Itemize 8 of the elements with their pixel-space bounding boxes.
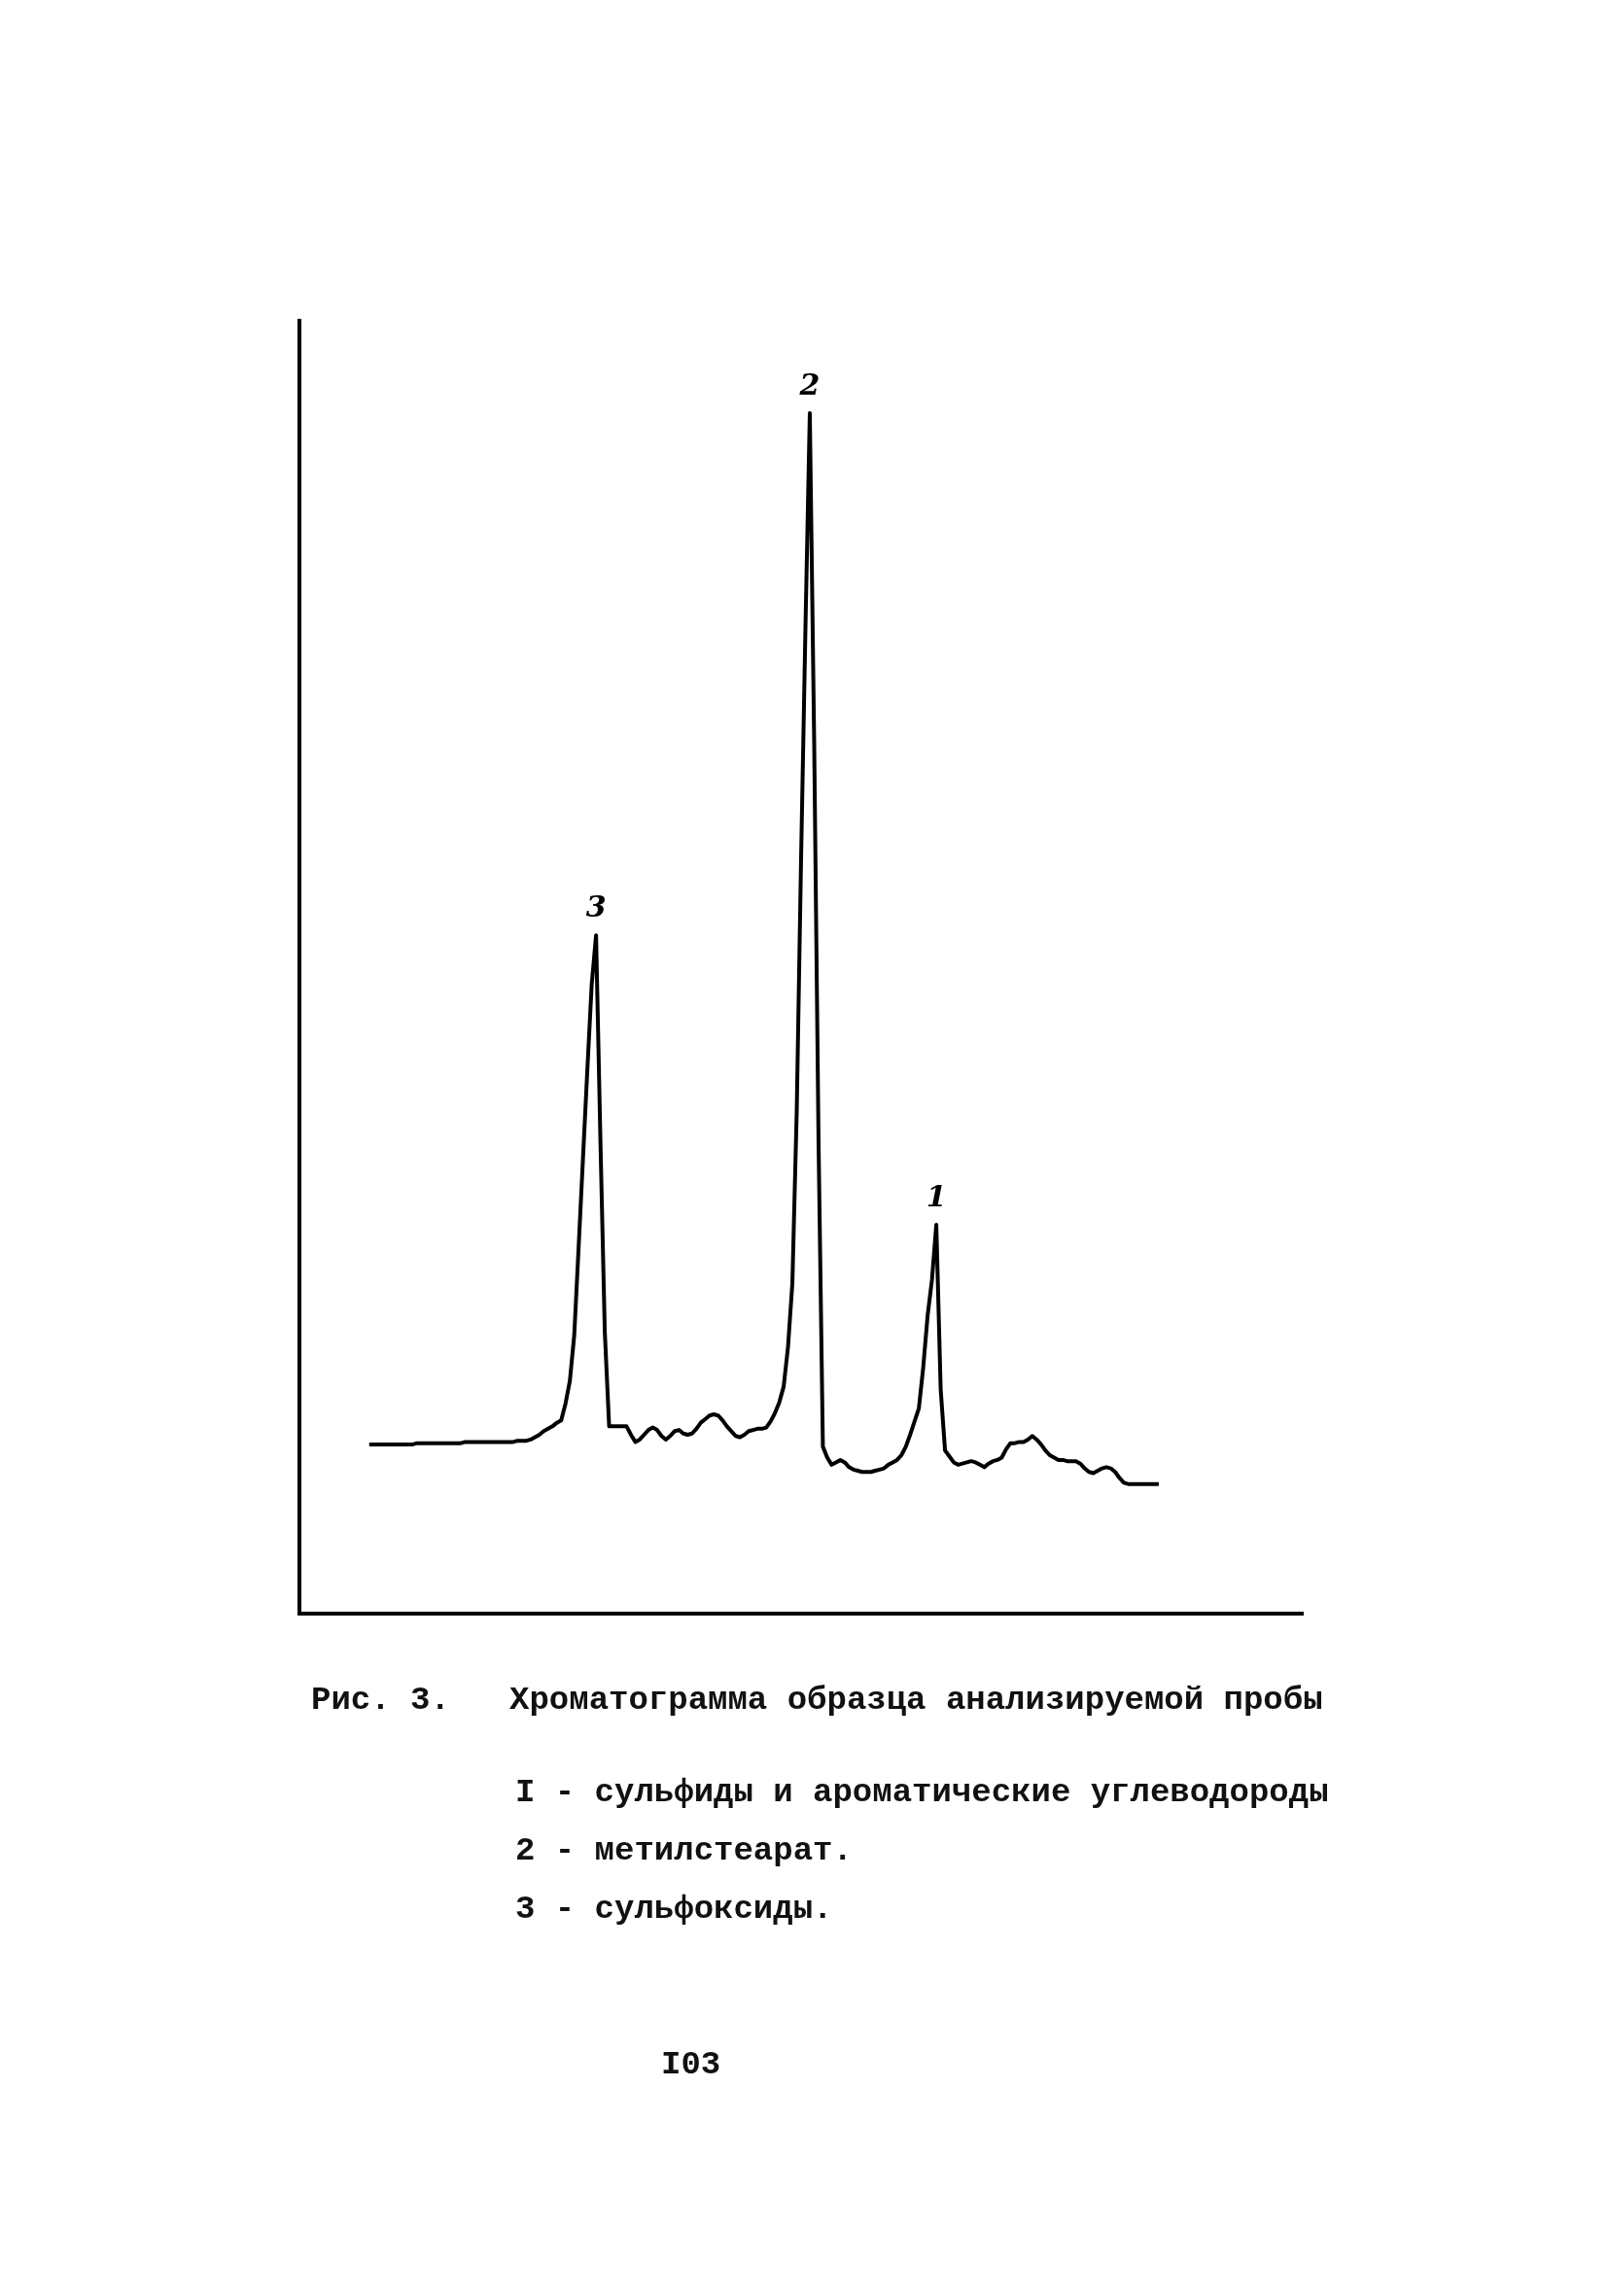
text: I03 [661, 2046, 721, 2083]
text: Рис. 3. Хроматограмма образца анализируемой пробы [311, 1682, 1323, 1719]
annotation: 1 [926, 1178, 947, 1213]
annotation: 2 [798, 366, 821, 401]
annotation: 3 [585, 889, 607, 924]
text: 2 - метилстеарат. [515, 1832, 853, 1869]
text: 3 - сульфоксиды. [515, 1891, 833, 1928]
text: I - сульфиды и ароматические углеводороды [515, 1774, 1329, 1811]
